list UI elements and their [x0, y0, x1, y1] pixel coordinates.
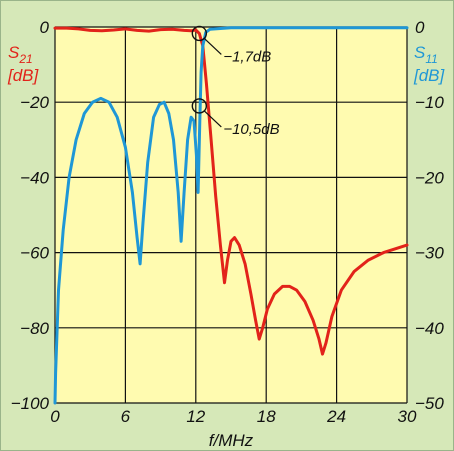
y-right-tick-label: −50 [415, 394, 444, 413]
series-layer [53, 26, 409, 405]
annotation-leader [203, 37, 222, 55]
y-left-tick-label: −40 [20, 168, 49, 187]
y-right-tick-label: −10 [415, 93, 444, 112]
annotation-marker [191, 25, 208, 42]
plot-area [55, 27, 407, 403]
y-left-axis-unit: [dB] [7, 66, 40, 85]
y-left-tick-label: −100 [11, 394, 50, 413]
y-left-tick-label: −80 [20, 319, 49, 338]
y-right-tick-label: 0 [415, 18, 425, 37]
y-right-axis-label: S11 [414, 43, 438, 66]
x-tick-label: 24 [326, 407, 346, 426]
series-line-s21 [53, 26, 409, 356]
y-left-tick-label: −20 [20, 93, 49, 112]
y-right-tick-label: −40 [415, 319, 444, 338]
y-left-tick-label: −60 [20, 244, 49, 263]
y-right-axis-unit: [dB] [413, 66, 446, 85]
y-left-tick-labels: 0 −20 −40 −60 −80 −100 [11, 18, 50, 413]
x-tick-label: 6 [121, 407, 131, 426]
annotation-label: −10,5dB [223, 121, 279, 138]
annotation-label: −1,7dB [223, 48, 271, 65]
x-tick-label: 12 [186, 407, 205, 426]
y-right-tick-label: −20 [415, 168, 444, 187]
x-tick-labels: 0 6 12 18 24 30 [50, 407, 417, 426]
x-axis-label: f/MHz [209, 431, 254, 450]
y-right-tick-labels: 0 −10 −20 −30 −40 −50 [415, 18, 444, 413]
x-tick-label: 30 [398, 407, 417, 426]
annotation-marker [191, 98, 208, 114]
x-tick-label: 0 [50, 407, 60, 426]
annotation-leader [203, 110, 222, 128]
y-right-tick-label: −30 [415, 244, 444, 263]
x-tick-label: 18 [257, 407, 276, 426]
series-line-s11 [53, 26, 409, 405]
annotation-layer: −1,7dB −10,5dB [191, 25, 280, 138]
y-left-axis-label: S21 [8, 43, 33, 66]
y-left-tick-label: 0 [40, 18, 50, 37]
